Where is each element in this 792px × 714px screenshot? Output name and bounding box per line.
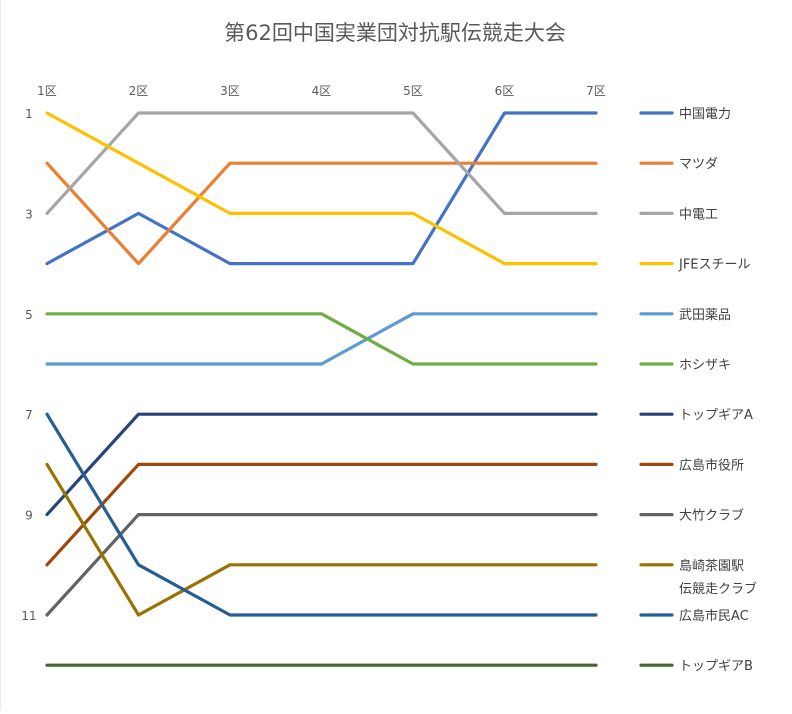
y-tick-label: 7 (25, 408, 33, 422)
series-line (45, 462, 598, 567)
plot-area (45, 111, 598, 667)
series-line (45, 312, 598, 366)
x-tick-label: 2区 (129, 84, 149, 98)
series-line (45, 161, 598, 266)
legend-label: 大竹クラブ (679, 508, 744, 524)
legend-label: トップギアB (679, 659, 753, 674)
legend-label: 武田薬品 (679, 308, 731, 323)
series-line (45, 111, 598, 215)
y-axis: 1 3 5 7 9 11 (21, 107, 36, 623)
chart-title: 第62回中国実業団対抗駅伝競走大会 (224, 21, 566, 45)
series-line (45, 312, 598, 366)
legend-label: トップギアA (679, 408, 753, 423)
series-line (45, 462, 598, 617)
legend-label: 広島市役所 (679, 457, 744, 473)
legend-label: 広島市民AC (679, 608, 749, 624)
series-line (45, 412, 598, 617)
series-line (45, 512, 598, 617)
series-line (45, 111, 598, 266)
legend-label: 島崎茶園駅 (679, 558, 744, 574)
y-tick-label: 11 (21, 609, 36, 623)
y-tick-label: 5 (25, 308, 33, 322)
legend-label: JFEスチール (678, 258, 751, 273)
x-tick-label: 7区 (586, 84, 606, 98)
x-tick-label: 6区 (495, 84, 515, 98)
y-tick-label: 9 (25, 509, 33, 523)
x-tick-label: 1区 (37, 84, 57, 98)
legend-label: 伝競走クラブ (679, 581, 757, 597)
x-tick-label: 4区 (312, 84, 332, 98)
series-line (45, 111, 598, 266)
x-tick-label: 5区 (403, 84, 423, 98)
y-tick-label: 1 (25, 107, 33, 121)
legend-label: マツダ (679, 157, 718, 172)
legend-label: ホシザキ (679, 358, 731, 373)
legend-label: 中電工 (679, 207, 718, 222)
series-line (45, 412, 598, 517)
y-tick-label: 3 (25, 207, 33, 221)
legend-label: 中国電力 (679, 107, 731, 122)
x-tick-label: 3区 (220, 84, 240, 98)
x-axis: 1区 2区 3区 4区 5区 6区 7区 (37, 84, 606, 98)
